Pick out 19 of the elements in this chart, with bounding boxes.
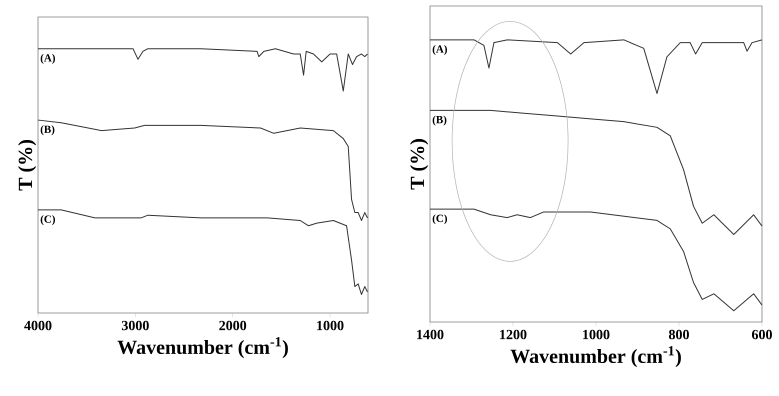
x-tick-label: 1400 — [417, 330, 444, 340]
series-label: (B) — [40, 125, 54, 136]
x-tick-label: 4000 — [24, 320, 52, 330]
x-tick-label: 1000 — [583, 330, 610, 340]
x-axis-title: Wavenumber (cm$^{-1}$) — [510, 346, 681, 368]
x-tick-label: 1000 — [317, 320, 344, 330]
x-tick-label: 2000 — [219, 320, 246, 330]
y-axis-title: T (%) — [410, 139, 428, 190]
y-axis-title: T (%) — [18, 140, 36, 191]
series-label: (C) — [432, 214, 447, 224]
x-tick-label: 600 — [752, 330, 772, 340]
series-label: (B) — [432, 116, 446, 126]
series-label: (C) — [40, 215, 55, 226]
x-tick-label: 1200 — [500, 330, 526, 340]
x-tick-label: 800 — [668, 330, 689, 340]
series-label: (A) — [40, 54, 55, 64]
x-tick-label: 3000 — [122, 320, 149, 330]
x-axis-title: Wavenumber (cm$^{-1}$) — [118, 337, 288, 358]
series-label: (A) — [432, 45, 447, 56]
